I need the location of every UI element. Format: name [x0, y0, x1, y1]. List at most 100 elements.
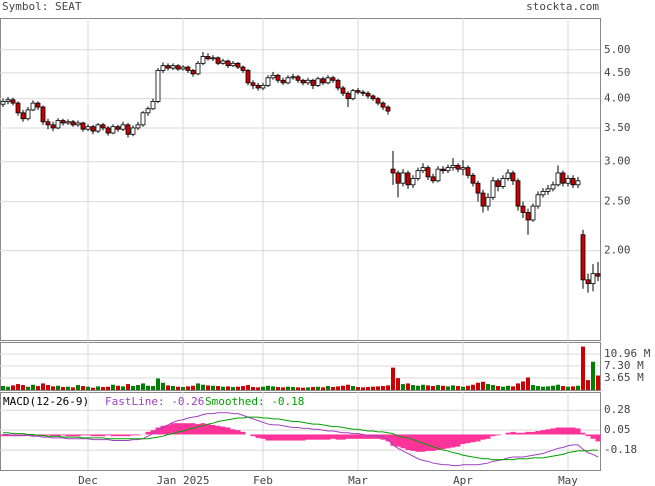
legend-entry: FastLine: -0.26	[105, 395, 204, 408]
candle-body	[225, 60, 231, 67]
macd-histogram-bar	[545, 429, 551, 435]
macd-histogram-bar	[310, 434, 316, 440]
volume-bar	[121, 386, 125, 390]
volume-bar	[551, 385, 555, 390]
candle-body	[555, 172, 561, 186]
candle-body	[350, 90, 356, 100]
volume-bar	[306, 387, 310, 390]
volume-bar	[576, 385, 580, 390]
macd-histogram-bar	[110, 434, 116, 437]
macd-histogram-bar	[235, 430, 241, 435]
candle-body	[260, 84, 266, 89]
panel-frame	[0, 18, 601, 341]
candle-body	[40, 106, 46, 123]
volume-bar	[586, 380, 590, 390]
macd-histogram-bar	[105, 434, 111, 436]
candle-body	[15, 102, 21, 114]
volume-bar	[376, 386, 380, 390]
volume-bar	[81, 386, 85, 390]
macd-histogram-bar	[520, 432, 526, 435]
y-tick-label: 5.00	[604, 43, 631, 56]
macd-histogram-bar	[390, 434, 396, 446]
volume-bar	[451, 385, 455, 390]
candle-body	[525, 212, 531, 221]
volume-bar	[431, 386, 435, 390]
volume-bar	[71, 387, 75, 390]
macd-histogram-bar	[400, 434, 406, 449]
macd-histogram-bar	[485, 434, 491, 439]
candle-body	[515, 180, 521, 207]
candle-body	[460, 167, 466, 170]
volume-bar	[1, 386, 5, 390]
volume-bar	[66, 386, 70, 390]
macd-line	[3, 412, 599, 467]
macd-histogram-bar	[480, 434, 486, 440]
volume-bar	[381, 386, 385, 390]
candle-body	[570, 178, 576, 186]
volume-bar	[476, 382, 480, 390]
volume-bar	[261, 386, 265, 390]
macd-histogram-bar	[445, 434, 451, 449]
candle-body	[140, 112, 146, 126]
macd-histogram-bar	[585, 434, 591, 437]
candle-body	[50, 124, 56, 129]
volume-bar	[231, 387, 235, 390]
candle-body	[20, 112, 26, 120]
volume-bar	[241, 386, 245, 390]
volume-bar	[506, 385, 510, 390]
volume-bar	[126, 384, 130, 390]
volume-bar	[206, 385, 210, 390]
candle-body	[535, 194, 541, 207]
macd-histogram-bar	[590, 434, 596, 439]
candle-body	[145, 108, 151, 114]
candle-body	[375, 98, 381, 104]
candle-body	[120, 124, 126, 130]
volume-bar	[61, 387, 65, 390]
candle-body	[315, 78, 321, 86]
volume-bar	[501, 386, 505, 390]
volume-bar	[361, 387, 365, 390]
macd-histogram-bar	[550, 428, 556, 435]
candle-body	[310, 79, 316, 86]
volume-bar	[251, 387, 255, 390]
macd-histogram-bar	[120, 434, 126, 437]
macd-histogram-bar	[225, 427, 231, 435]
macd-histogram-bar	[250, 434, 256, 437]
volume-bar	[366, 387, 370, 390]
y-tick-label: 7.30 M	[604, 359, 644, 372]
volume-bar	[326, 386, 330, 390]
volume-bar	[86, 386, 90, 390]
candle-body	[135, 124, 141, 129]
macd-histogram-bar	[470, 434, 476, 443]
candle-body	[580, 234, 586, 281]
candle-body	[545, 188, 551, 192]
macd-histogram-bar	[55, 434, 61, 437]
candle-body	[0, 101, 6, 105]
candle-body	[565, 178, 571, 184]
macd-histogram-bar	[65, 434, 71, 437]
macd-histogram-bar	[180, 423, 186, 435]
macd-histogram-bar	[125, 434, 131, 437]
candle-body	[115, 126, 121, 130]
candle-body	[205, 56, 211, 60]
candle-body	[45, 121, 51, 126]
y-tick-label: 0.28	[604, 403, 631, 416]
volume-bar	[556, 384, 560, 390]
macd-histogram-bar	[560, 427, 566, 435]
volume-bar	[51, 386, 55, 390]
macd-histogram-bar	[75, 434, 81, 437]
macd-histogram-bar	[130, 434, 136, 436]
macd-histogram-bar	[0, 434, 6, 437]
candle-body	[595, 273, 601, 277]
macd-histogram-bar	[450, 434, 456, 448]
macd-histogram-bar	[85, 434, 91, 436]
volume-bar	[131, 386, 135, 390]
candle-body	[540, 191, 546, 196]
candle-body	[500, 178, 506, 187]
macd-histogram-bar	[465, 434, 471, 444]
macd-histogram-bar	[565, 427, 571, 435]
volume-bar	[411, 385, 415, 390]
macd-histogram-bar	[440, 434, 446, 450]
y-tick-label: 2.00	[604, 244, 631, 257]
